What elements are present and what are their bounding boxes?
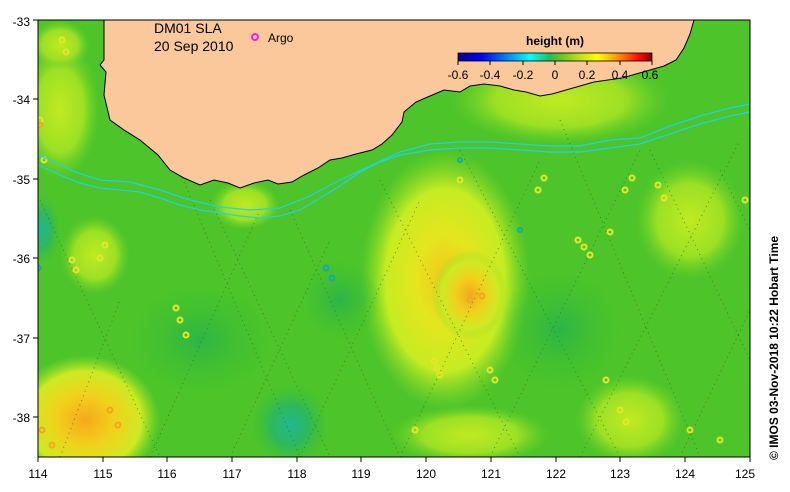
y-tick-label: -33 (13, 15, 31, 29)
x-tick-label: 121 (481, 467, 501, 481)
australia-land (99, 20, 695, 189)
sla-positive-anomaly (575, 375, 685, 457)
sla-negative-anomaly (252, 385, 328, 457)
x-tick-label: 115 (93, 467, 112, 481)
sla-negative-anomaly (130, 285, 270, 395)
x-tick-label: 122 (546, 467, 566, 481)
map-title: DM01 SLA (154, 20, 222, 36)
y-tick-label: -36 (13, 252, 31, 266)
x-tick-label: 118 (287, 467, 306, 481)
sla-positive-anomaly (635, 160, 745, 280)
argo-legend: Argo (251, 31, 294, 45)
track-points-negative (38, 157, 523, 282)
colorbar-tick-label: -0.6 (448, 68, 469, 82)
sla-negative-anomaly (38, 195, 60, 265)
sla-negative-anomaly (500, 270, 620, 390)
sla-positive-anomaly (210, 180, 280, 230)
map-frame (37, 19, 751, 458)
x-tick-label: 125 (735, 467, 755, 481)
x-tick-label: 123 (610, 467, 630, 481)
track-points-high (38, 121, 486, 449)
y-axis: -33 -34 -35 -36 -37 -38 (13, 15, 38, 425)
colorbar-tick-label: -0.4 (480, 68, 501, 82)
y-tick-label: -34 (13, 93, 31, 107)
argo-marker-icon (251, 33, 259, 41)
colorbar-title: height (m) (526, 34, 584, 48)
colorbar-tick-label: -0.2 (513, 68, 534, 82)
isobath-line (37, 111, 751, 219)
y-tick-label: -37 (13, 332, 31, 346)
colorbar: height (m) -0.6 -0.4 -0.2 0 0.2 0.4 0.6 (448, 34, 659, 82)
satellite-tracks (39, 29, 750, 457)
x-tick-label: 124 (675, 467, 695, 481)
x-tick-label: 116 (157, 467, 176, 481)
colorbar-ramp (457, 52, 653, 62)
sla-negative-anomaly (300, 260, 380, 340)
x-tick-label: 117 (222, 467, 241, 481)
colorbar-tick-label: 0.4 (612, 68, 629, 82)
x-tick-label: 114 (28, 467, 47, 481)
y-tick-label: -35 (13, 173, 31, 187)
x-axis: 114 115 116 117 118 119 120 121 122 123 … (28, 457, 755, 481)
x-tick-label: 119 (351, 467, 370, 481)
colorbar-tick-label: 0.6 (642, 68, 659, 82)
credit-text: © IMOS 03-Nov-2018 10:22 Hobart Time (767, 236, 781, 460)
colorbar-tick-label: 0.2 (579, 68, 596, 82)
y-tick-label: -38 (13, 411, 31, 425)
map-date: 20 Sep 2010 (154, 38, 234, 54)
sla-positive-anomaly (432, 250, 508, 340)
sla-positive-anomaly (390, 405, 550, 457)
sla-positive-anomaly (38, 20, 90, 70)
sla-positive-anomaly (60, 215, 130, 295)
argo-label: Argo (268, 31, 294, 45)
sla-positive-anomaly (38, 40, 100, 180)
map-field (38, 20, 750, 457)
isobath-line (37, 103, 751, 211)
colorbar-tick-label: 0 (552, 68, 559, 82)
sla-positive-anomaly (38, 355, 160, 457)
x-tick-label: 120 (416, 467, 436, 481)
